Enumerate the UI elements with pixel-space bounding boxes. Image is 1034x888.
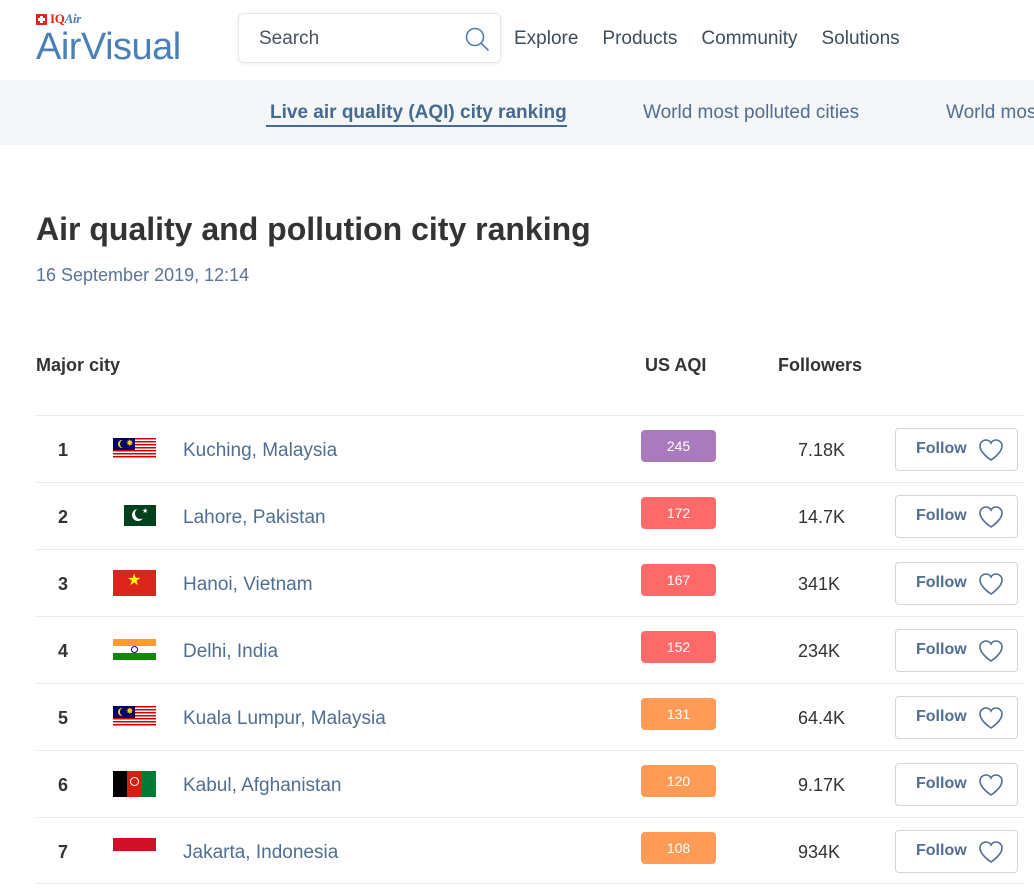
table-row: 3 ★ Hanoi, Vietnam 167 341K Follow — [36, 549, 1024, 616]
rank: 7 — [58, 842, 69, 862]
ranking-subnav: Live air quality (AQI) city ranking Worl… — [0, 80, 1034, 145]
india-flag-icon — [113, 639, 156, 660]
ranking-table: 1 ✸ Kuching, Malaysia 245 7.18K Follow 2… — [36, 415, 1024, 884]
search-box[interactable] — [238, 13, 501, 63]
aqi-badge: 152 — [641, 631, 716, 663]
table-row: 4 Delhi, India 152 234K Follow — [36, 616, 1024, 683]
column-header-aqi[interactable]: US AQI — [645, 355, 707, 375]
follow-button[interactable]: Follow — [895, 629, 1018, 672]
aqi-badge: 120 — [641, 765, 716, 797]
followers-count: 64.4K — [798, 708, 846, 728]
rank: 6 — [58, 775, 69, 795]
heart-icon — [979, 774, 1003, 796]
nav-products[interactable]: Products — [602, 28, 678, 49]
nav-community[interactable]: Community — [701, 28, 798, 49]
aqi-badge: 245 — [641, 430, 716, 462]
search-icon[interactable] — [464, 26, 490, 52]
brand-name: AirVisual — [36, 26, 181, 68]
timestamp: 16 September 2019, 12:14 — [36, 265, 250, 285]
city-link[interactable]: Kabul, Afghanistan — [183, 775, 342, 796]
malaysia-flag-icon: ✸ — [113, 706, 156, 727]
top-header: IQAir AirVisual Explore Products Communi… — [0, 0, 1034, 80]
malaysia-flag-icon: ✸ — [113, 438, 156, 459]
followers-count: 14.7K — [798, 507, 846, 527]
city-link[interactable]: Jakarta, Indonesia — [183, 842, 339, 863]
followers-count: 234K — [798, 641, 841, 661]
heart-icon — [979, 640, 1003, 662]
column-header-followers[interactable]: Followers — [778, 355, 863, 375]
heart-icon — [979, 841, 1003, 863]
follow-button[interactable]: Follow — [895, 562, 1018, 605]
table-row: 6 Kabul, Afghanistan 120 9.17K Follow — [36, 750, 1024, 817]
follow-button[interactable]: Follow — [895, 696, 1018, 739]
column-header-city: Major city — [36, 355, 121, 375]
rank: 5 — [58, 708, 69, 728]
follow-button[interactable]: Follow — [895, 830, 1018, 873]
search-input[interactable] — [259, 26, 459, 52]
follow-button[interactable]: Follow — [895, 428, 1018, 471]
table-row: 2 ★ Lahore, Pakistan 172 14.7K Follow — [36, 482, 1024, 549]
followers-count: 934K — [798, 842, 841, 862]
airvisual-logo[interactable]: IQAir AirVisual — [36, 11, 216, 72]
city-link[interactable]: Kuala Lumpur, Malaysia — [183, 708, 386, 729]
city-link[interactable]: Hanoi, Vietnam — [183, 574, 313, 595]
tab-most-polluted-countries[interactable]: World most polluted countries — [946, 102, 1034, 123]
aqi-badge: 131 — [641, 698, 716, 730]
city-link[interactable]: Kuching, Malaysia — [183, 440, 338, 461]
follow-label: Follow — [916, 842, 967, 859]
iqair-logo: IQAir — [36, 11, 216, 26]
rank: 4 — [58, 641, 69, 661]
heart-icon — [979, 707, 1003, 729]
nav-solutions[interactable]: Solutions — [821, 28, 900, 49]
city-link[interactable]: Lahore, Pakistan — [183, 507, 326, 528]
follow-button[interactable]: Follow — [895, 763, 1018, 806]
heart-icon — [979, 439, 1003, 461]
vietnam-flag-icon: ★ — [113, 570, 156, 596]
table-row: 7 Jakarta, Indonesia 108 934K Follow — [36, 817, 1024, 884]
follow-label: Follow — [916, 775, 967, 792]
followers-count: 7.18K — [798, 440, 846, 460]
rank: 2 — [58, 507, 69, 527]
heart-icon — [979, 573, 1003, 595]
aqi-badge: 172 — [641, 497, 716, 529]
city-link[interactable]: Delhi, India — [183, 641, 279, 662]
nav-explore[interactable]: Explore — [514, 28, 579, 49]
rank: 1 — [58, 440, 69, 460]
tab-live-city-ranking[interactable]: Live air quality (AQI) city ranking — [266, 102, 567, 127]
follow-label: Follow — [916, 574, 967, 591]
aqi-badge: 167 — [641, 564, 716, 596]
follow-label: Follow — [916, 507, 967, 524]
aqi-badge: 108 — [641, 832, 716, 864]
indonesia-flag-icon — [113, 838, 156, 864]
follow-button[interactable]: Follow — [895, 495, 1018, 538]
followers-count: 9.17K — [798, 775, 846, 795]
heart-icon — [979, 506, 1003, 528]
table-row: 5 ✸ Kuala Lumpur, Malaysia 131 64.4K Fol… — [36, 683, 1024, 750]
afghanistan-flag-icon — [113, 771, 156, 797]
follow-label: Follow — [916, 641, 967, 658]
pakistan-flag-icon: ★ — [113, 505, 156, 526]
swiss-flag-icon — [36, 13, 47, 25]
follow-label: Follow — [916, 440, 967, 457]
followers-count: 341K — [798, 574, 841, 594]
page-title: Air quality and pollution city ranking — [36, 211, 591, 247]
table-row: 1 ✸ Kuching, Malaysia 245 7.18K Follow — [36, 415, 1024, 482]
follow-label: Follow — [916, 708, 967, 725]
main-nav: Explore Products Community Solutions — [514, 28, 924, 50]
iqair-wordmark: IQAir — [50, 11, 82, 26]
rank: 3 — [58, 574, 69, 594]
tab-most-polluted-cities[interactable]: World most polluted cities — [643, 102, 860, 123]
